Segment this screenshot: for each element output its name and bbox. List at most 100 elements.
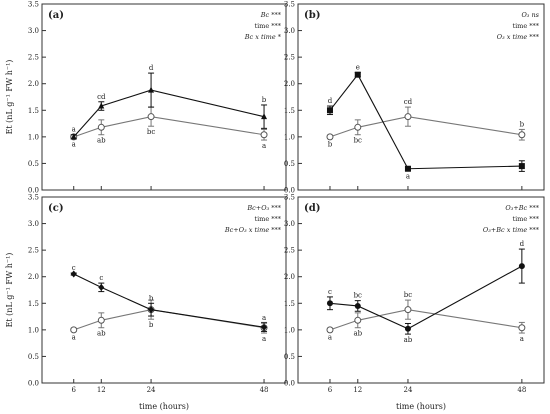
y-tick-label: 0.0 [284,187,295,195]
significance-letter: b [262,96,267,104]
x-tick-label: 48 [517,386,526,394]
x-tick-label: 12 [353,386,362,394]
data-point [70,133,77,140]
significance-letter: a [262,142,266,150]
significance-letter: d [149,64,154,72]
stats-annotation: time *** [512,215,539,223]
y-tick-label: 1.0 [284,326,295,334]
x-tick-label: 6 [328,386,333,394]
significance-letter: a [262,335,266,343]
significance-letter: a [520,335,524,343]
significance-letter: d [520,240,525,248]
data-point [70,326,78,334]
y-tick-label: 2.5 [28,54,39,62]
y-tick-label: 3.0 [28,220,39,228]
significance-letter: a [406,172,410,180]
y-tick-label: 2.5 [284,54,295,62]
stats-annotation: Bc+O₃ x time *** [224,226,282,234]
series-line [329,73,522,170]
data-point [98,102,105,109]
panel-frame [297,3,545,191]
significance-letter: a [72,333,76,341]
data-point [148,86,155,93]
data-point [326,326,334,334]
stats-annotation: Bc+O₃ *** [246,204,281,212]
y-tick-label: 0.0 [28,380,39,388]
data-point [404,306,412,314]
panel-frame [41,3,287,191]
significance-letter: a [72,126,76,134]
data-point [404,165,411,172]
data-point [97,316,105,324]
data-point [326,133,334,141]
y-tick-label: 0.0 [28,187,39,195]
significance-letter: d [328,97,333,105]
data-point [326,107,333,114]
significance-letter: cd [404,98,413,106]
y-tick-label: 2.0 [284,273,295,281]
y-tick-label: 1.0 [284,133,295,141]
significance-letter: bc [354,292,362,300]
stats-annotation: O₃ x time *** [497,33,540,41]
data-point [354,123,362,131]
x-tick-label: 48 [260,386,269,394]
data-point [518,131,526,139]
y-tick-label: 3.0 [284,27,295,35]
significance-letter: b [328,140,333,148]
significance-letter: b [520,120,525,128]
data-point [260,131,268,139]
significance-letter: ab [353,330,362,338]
y-tick-label: 3.5 [28,1,39,9]
data-point [326,300,333,307]
series-line [73,116,265,138]
y-tick-label: 1.0 [28,133,39,141]
significance-letter: a [328,333,332,341]
panel-frame [41,196,287,384]
y-axis-label: Et (nL g⁻¹ FW h⁻¹) [5,253,14,328]
y-tick-label: 3.5 [28,194,39,202]
y-tick-label: 1.0 [28,326,39,334]
stats-annotation: O₃+Bc x time *** [483,226,540,234]
y-tick-label: 3.5 [284,1,295,9]
chart-panel-3: 0.0 0.5 1.0 1.5 2.0 2.5 3.0 3.5 6 12 24 48 (c) Bc+O₃ … [28,194,287,394]
y-tick-label: 1.5 [284,107,295,115]
stats-annotation: Bc *** [260,11,282,19]
significance-letter: cd [97,93,106,101]
y-tick-label: 1.5 [28,107,39,115]
y-tick-label: 0.5 [28,160,39,168]
y-axis-label: Et (nL g⁻¹ FW h⁻¹) [5,60,14,135]
significance-letter: b [149,294,154,302]
chart-panel-1: 0.0 0.5 1.0 1.5 2.0 2.5 3.0 3.5 (a) Bc *** time **… [28,1,287,195]
significance-letter: ab [404,336,413,344]
data-point [97,123,105,131]
y-tick-label: 3.0 [284,220,295,228]
x-tick-label: 6 [71,386,76,394]
stats-annotation: time *** [512,22,539,30]
data-point [148,306,155,314]
significance-letter: bc [147,128,155,136]
chart-panel-4: 0.0 0.5 1.0 1.5 2.0 2.5 3.0 3.5 6 12 24 48 (d) O₃+Bc … [284,194,545,394]
data-point [354,316,362,324]
y-tick-label: 0.0 [284,380,295,388]
significance-letter: c [72,264,76,272]
data-point [404,113,412,121]
data-point [518,324,526,332]
y-tick-label: 2.5 [284,247,295,255]
y-tick-label: 0.5 [284,160,295,168]
panel-label: (a) [48,10,64,21]
data-point [518,163,525,170]
data-point [404,325,411,332]
stats-annotation: time *** [254,215,281,223]
data-point [147,113,155,121]
significance-letter: a [72,140,76,148]
data-point [354,71,361,78]
data-point [98,283,105,291]
x-axis-label: time (hours) [396,402,446,411]
stats-annotation: O₃+Bc *** [505,204,539,212]
series-line [73,89,265,138]
stats-annotation: time *** [254,22,281,30]
significance-letter: c [99,274,103,282]
y-tick-label: 3.5 [284,194,295,202]
significance-letter: bc [354,137,362,145]
